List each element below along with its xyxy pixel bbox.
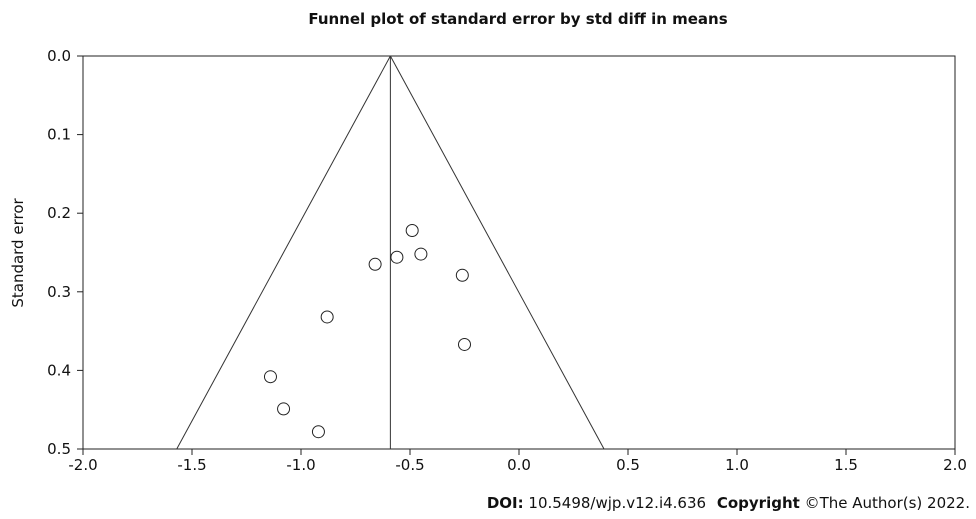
y-tick-label: 0.2 xyxy=(47,204,71,222)
copyright-label: Copyright xyxy=(716,494,800,512)
study-point xyxy=(414,247,428,261)
study-points xyxy=(263,223,471,439)
y-axis-ticks: 0.0 0.1 0.2 0.3 0.4 0.5 xyxy=(47,47,83,458)
study-point xyxy=(455,268,469,282)
plot-frame xyxy=(82,55,956,450)
x-tick-label: -1.5 xyxy=(177,456,206,474)
funnel-lines xyxy=(176,55,605,450)
y-tick-label: 0.0 xyxy=(47,47,71,65)
x-axis-ticks: -2.0 -1.5 -1.0 -0.5 0.0 0.5 1.0 1.5 2.0 xyxy=(68,449,967,474)
copyright-value: ©The Author(s) 2022. xyxy=(804,494,970,512)
x-tick-label: -2.0 xyxy=(68,456,97,474)
study-point xyxy=(368,257,382,271)
study-point xyxy=(263,370,277,384)
x-tick-label: -0.5 xyxy=(395,456,424,474)
x-tick-label: 0.0 xyxy=(507,456,531,474)
funnel-right-line xyxy=(389,55,605,450)
chart-title: Funnel plot of standard error by std dif… xyxy=(308,10,727,28)
x-tick-label: 2.0 xyxy=(943,456,967,474)
study-point xyxy=(311,425,325,439)
funnel-left-line xyxy=(176,55,391,450)
citation-footer: DOI: 10.5498/wjp.v12.i4.636 Copyright ©T… xyxy=(487,494,970,512)
y-tick-label: 0.1 xyxy=(47,126,71,144)
study-point xyxy=(458,337,471,351)
y-tick-label: 0.3 xyxy=(47,283,71,301)
x-tick-label: 1.0 xyxy=(725,456,749,474)
y-axis-title: Standard error xyxy=(9,198,27,308)
doi-value: 10.5498/wjp.v12.i4.636 xyxy=(528,494,707,512)
y-tick-label: 0.5 xyxy=(47,440,71,458)
study-point xyxy=(277,402,291,416)
study-point xyxy=(320,310,334,324)
x-tick-label: 0.5 xyxy=(616,456,640,474)
study-point xyxy=(405,223,419,237)
doi-label: DOI: xyxy=(486,494,524,512)
y-tick-label: 0.4 xyxy=(47,361,71,379)
x-tick-label: 1.5 xyxy=(834,456,858,474)
x-tick-label: -1.0 xyxy=(286,456,315,474)
study-point xyxy=(390,250,404,264)
